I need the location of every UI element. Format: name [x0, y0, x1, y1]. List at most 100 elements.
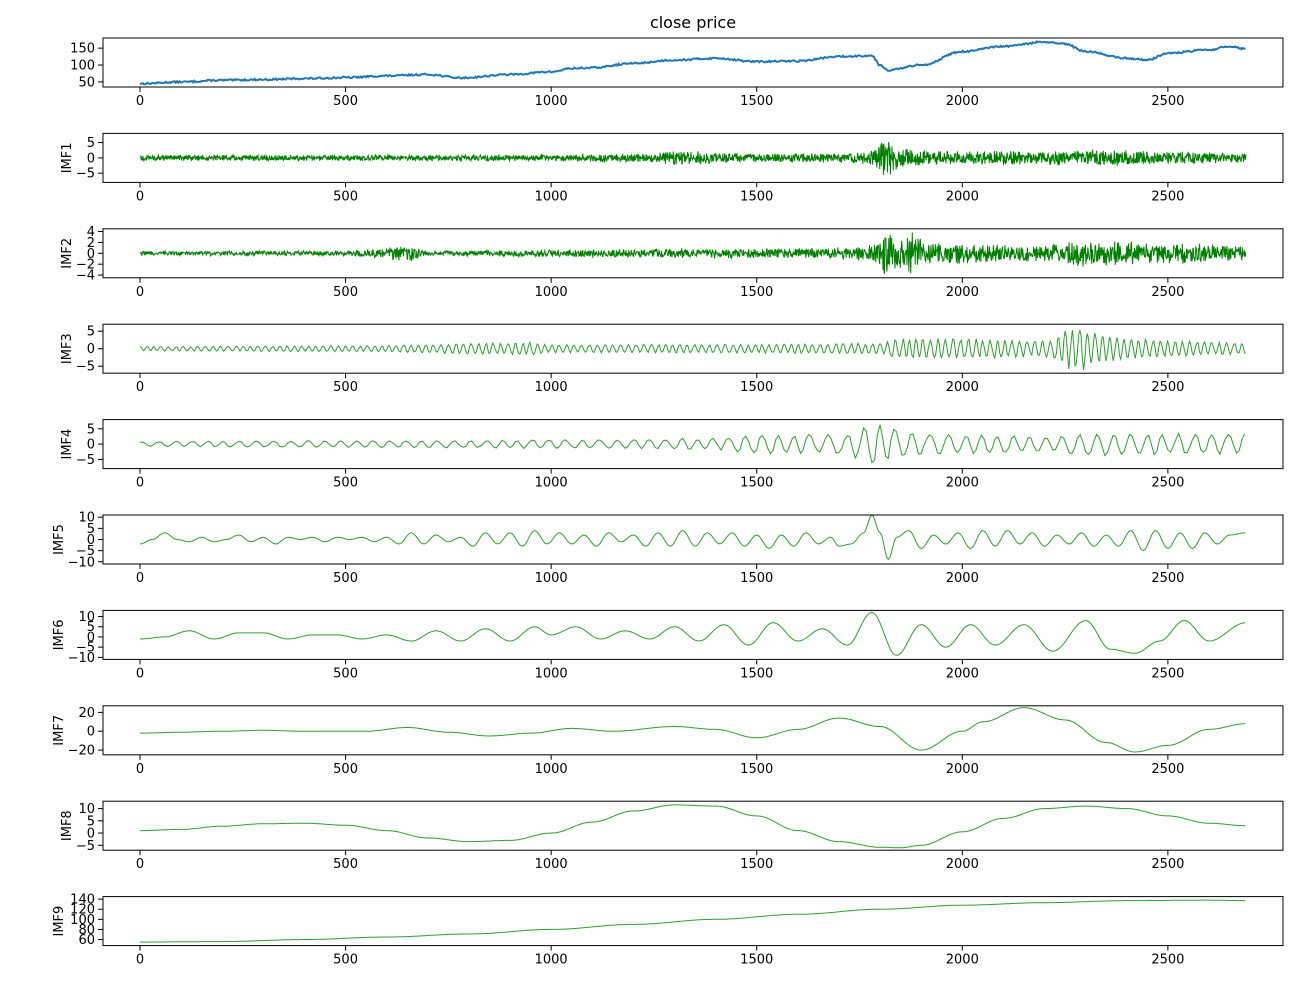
x-tick-label: 1500: [740, 571, 773, 586]
x-tick-label: 2000: [946, 189, 979, 204]
x-tick-label: 1000: [535, 666, 568, 681]
x-tick-label: 2500: [1151, 189, 1184, 204]
x-tick-label: 1500: [740, 285, 773, 300]
y-tick-label: 0: [87, 630, 95, 645]
series-line: [140, 611, 1246, 656]
y-tick-label: 0: [87, 151, 95, 166]
y-tick-label: −5: [76, 360, 95, 375]
y-tick-label: 5: [87, 136, 95, 151]
y-tick-label: −5: [76, 544, 95, 559]
x-tick-label: 500: [333, 189, 358, 204]
series-line: [139, 232, 1247, 274]
axes-frame: [102, 514, 1284, 565]
panel-imf3: 0 500 1000 1500 2000 2500 −5 0 5 IMF3: [60, 323, 1284, 395]
x-tick-label: 1000: [535, 571, 568, 586]
x-tick-label: 500: [333, 476, 358, 491]
y-tick-label: 0: [87, 438, 95, 453]
x-tick-label: 2000: [946, 380, 979, 395]
x-tick-label: 1500: [740, 762, 773, 777]
y-tick-label: 4: [87, 225, 95, 240]
series-line: [140, 899, 1246, 943]
x-tick-label: 2000: [946, 666, 979, 681]
x-tick-label: 1500: [740, 666, 773, 681]
y-tick-label: 20: [78, 706, 95, 721]
series-line: [140, 707, 1246, 753]
x-tick-label: 2500: [1151, 571, 1184, 586]
y-tick-label: −4: [76, 269, 95, 284]
y-tick-label: 10: [78, 610, 95, 625]
x-tick-label: 2000: [946, 94, 979, 109]
series-line: [139, 514, 1246, 561]
x-tick-label: 1000: [535, 189, 568, 204]
y-axis-label: IMF8: [60, 810, 75, 841]
x-tick-label: 1000: [535, 380, 568, 395]
y-axis-label: IMF9: [52, 906, 67, 937]
x-tick-label: 1000: [535, 285, 568, 300]
x-tick-label: 2500: [1151, 666, 1184, 681]
y-tick-label: 50: [78, 75, 95, 90]
y-tick-label: −5: [76, 453, 95, 468]
y-tick-label: 5: [87, 422, 95, 437]
x-tick-label: 0: [136, 762, 144, 777]
y-tick-label: 5: [87, 620, 95, 635]
x-tick-label: 2500: [1151, 285, 1184, 300]
x-tick-label: 2500: [1151, 476, 1184, 491]
x-tick-label: 2500: [1151, 762, 1184, 777]
y-axis-label: IMF5: [52, 524, 67, 555]
x-tick-label: 0: [136, 953, 144, 968]
y-tick-label: 120: [70, 903, 95, 918]
x-tick-label: 1500: [740, 953, 773, 968]
y-tick-label: 10: [78, 802, 95, 817]
x-tick-label: 2500: [1151, 857, 1184, 872]
x-tick-label: 2500: [1151, 94, 1184, 109]
x-tick-label: 1000: [535, 476, 568, 491]
x-tick-label: 1000: [535, 953, 568, 968]
series-line: [139, 40, 1246, 86]
x-tick-label: 0: [136, 189, 144, 204]
x-tick-label: 0: [136, 476, 144, 491]
x-tick-label: 500: [333, 94, 358, 109]
x-tick-label: 2000: [946, 762, 979, 777]
series-line: [140, 328, 1246, 371]
x-tick-label: 0: [136, 380, 144, 395]
y-tick-label: −10: [68, 651, 95, 666]
y-tick-label: 80: [78, 923, 95, 938]
y-tick-label: 2: [87, 236, 95, 251]
x-tick-label: 500: [333, 571, 358, 586]
x-tick-label: 500: [333, 953, 358, 968]
y-tick-label: 0: [87, 827, 95, 842]
y-tick-label: 100: [70, 59, 95, 74]
axes-frame: [102, 37, 1284, 88]
y-tick-label: 5: [87, 814, 95, 829]
y-axis-label: IMF3: [60, 333, 75, 364]
y-tick-label: −20: [68, 744, 95, 759]
y-axis-label: IMF2: [60, 238, 75, 269]
x-tick-label: 0: [136, 285, 144, 300]
axes-frame: [102, 419, 1284, 470]
y-tick-label: −5: [76, 167, 95, 182]
axes-frame: [102, 800, 1284, 851]
y-tick-label: 0: [87, 247, 95, 262]
x-tick-label: 2500: [1151, 953, 1184, 968]
y-axis-label: IMF7: [52, 715, 67, 746]
y-tick-label: 100: [70, 913, 95, 928]
x-tick-label: 0: [136, 94, 144, 109]
y-tick-label: 0: [87, 725, 95, 740]
x-tick-label: 1500: [740, 380, 773, 395]
x-tick-label: 2000: [946, 571, 979, 586]
axes-frame: [102, 609, 1284, 660]
x-tick-label: 2500: [1151, 380, 1184, 395]
x-tick-label: 2000: [946, 285, 979, 300]
x-tick-label: 1000: [535, 857, 568, 872]
x-tick-label: 500: [333, 380, 358, 395]
x-tick-label: 0: [136, 666, 144, 681]
x-tick-label: 500: [333, 666, 358, 681]
x-tick-label: 1500: [740, 857, 773, 872]
